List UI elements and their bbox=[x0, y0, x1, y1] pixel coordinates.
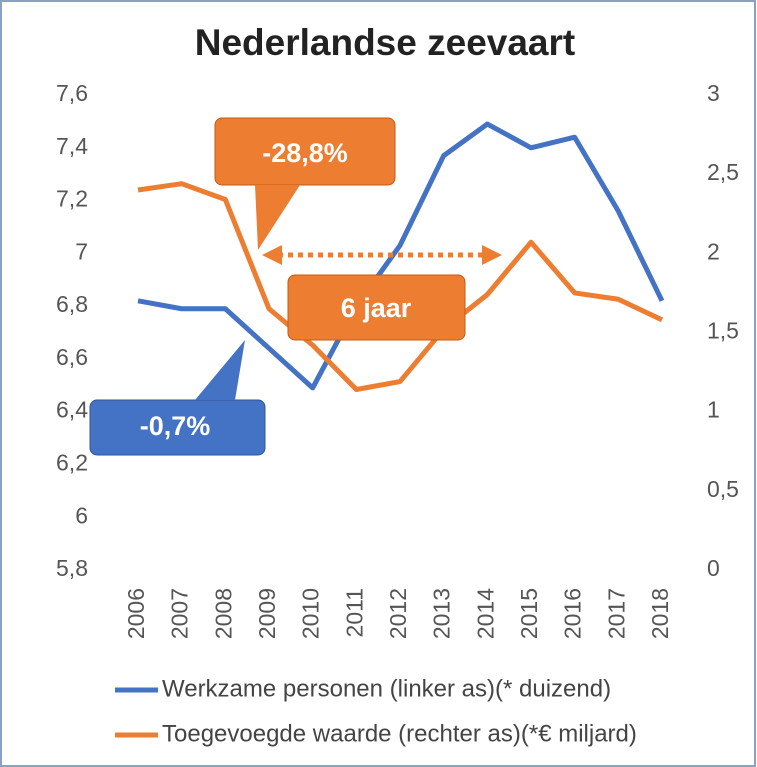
x-tick-label: 2017 bbox=[603, 588, 629, 639]
y2-tick-label: 1,5 bbox=[707, 318, 739, 344]
legend-label: Toegevoegde waarde (rechter as)(*€ milja… bbox=[162, 720, 637, 747]
y-tick-label: 7,4 bbox=[56, 133, 88, 159]
callout-box bbox=[89, 399, 266, 456]
y-tick-label: 7 bbox=[75, 238, 88, 264]
callout-box bbox=[214, 117, 396, 186]
x-tick-label: 2016 bbox=[560, 588, 586, 639]
x-tick-label: 2009 bbox=[254, 588, 280, 639]
series-line bbox=[137, 121, 665, 391]
y-tick-label: 6 bbox=[75, 502, 88, 528]
x-tick-label: 2018 bbox=[647, 588, 673, 639]
x-tick-label: 2012 bbox=[385, 588, 411, 639]
y2-tick-label: 1 bbox=[707, 397, 720, 423]
x-tick-label: 2013 bbox=[429, 588, 455, 639]
callout-pointer bbox=[255, 185, 300, 250]
y-tick-label: 6,8 bbox=[56, 291, 88, 317]
x-tick-label: 2015 bbox=[516, 588, 542, 639]
x-tick-label: 2007 bbox=[167, 588, 193, 639]
y2-tick-label: 0,5 bbox=[707, 476, 739, 502]
x-tick-label: 2010 bbox=[298, 588, 324, 639]
y-tick-label: 7,2 bbox=[56, 186, 88, 212]
arrow-head bbox=[262, 245, 282, 265]
callout-text: -28,8% bbox=[262, 138, 348, 168]
x-tick-label: 2014 bbox=[472, 588, 498, 639]
chart-title: Nederlandse zeevaart bbox=[195, 22, 575, 63]
x-tick-label: 2008 bbox=[210, 588, 236, 639]
callout-text: -0,7% bbox=[140, 411, 211, 441]
y-tick-label: 6,2 bbox=[56, 450, 88, 476]
series-line bbox=[137, 181, 664, 392]
y-tick-label: 5,8 bbox=[56, 555, 88, 581]
x-tick-label: 2011 bbox=[341, 588, 367, 637]
callout-box bbox=[287, 274, 466, 341]
y2-tick-label: 0 bbox=[707, 555, 720, 581]
x-tick-label: 2006 bbox=[123, 588, 149, 639]
callout-text: 6 jaar bbox=[341, 293, 412, 323]
y-tick-label: 6,4 bbox=[56, 397, 88, 423]
y-tick-label: 6,6 bbox=[56, 344, 88, 370]
y2-tick-label: 3 bbox=[707, 80, 720, 106]
y-tick-label: 7,6 bbox=[56, 80, 88, 106]
callout-pointer bbox=[195, 340, 245, 400]
y2-tick-label: 2 bbox=[707, 238, 720, 264]
y2-tick-label: 2,5 bbox=[707, 159, 739, 185]
arrow-head bbox=[482, 245, 502, 265]
legend-label: Werkzame personen (linker as)(* duizend) bbox=[162, 675, 611, 702]
